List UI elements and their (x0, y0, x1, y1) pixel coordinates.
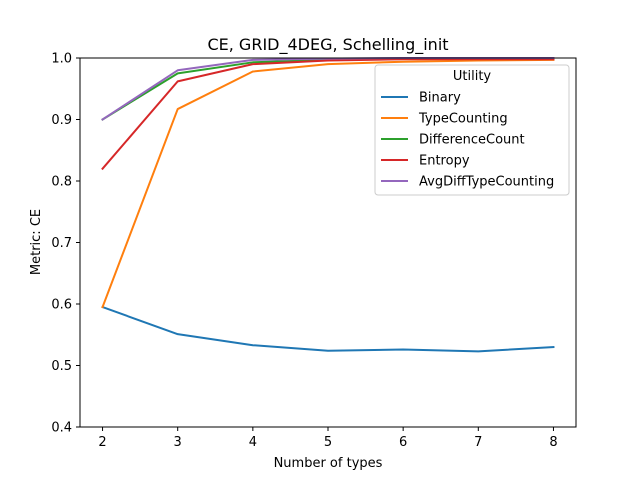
legend: Utility Binary TypeCounting DifferenceCount… (374, 64, 570, 196)
y-tick-label: 0.9 (51, 113, 72, 128)
x-tick-label: 2 (98, 435, 106, 450)
y-tick-label: 0.7 (51, 236, 72, 251)
x-tick-label: 3 (174, 435, 182, 450)
chart-title: CE, GRID_4DEG, Schelling_init (207, 35, 448, 55)
y-tick-label: 0.5 (51, 359, 72, 374)
series-line-binary (101, 305, 555, 353)
y-tick-label: 0.4 (51, 421, 72, 436)
y-axis-label: Metric: CE (29, 209, 44, 275)
series-line-typecounting (101, 58, 555, 309)
y-tick-label: 1.0 (51, 52, 72, 67)
legend-label-differencecount: DifferenceCount (419, 133, 525, 148)
x-tick-label: 4 (249, 435, 257, 450)
y-tick-label: 0.6 (51, 298, 72, 313)
x-tick-label: 8 (549, 435, 557, 450)
legend-label-entropy: Entropy (419, 154, 470, 169)
series-line-entropy (101, 58, 555, 171)
legend-label-avgdifftypecounting: AvgDiffTypeCounting (419, 175, 554, 190)
x-tick-label: 6 (399, 435, 407, 450)
x-tick-label: 7 (474, 435, 482, 450)
legend-label-typecounting: TypeCounting (418, 112, 508, 127)
legend-title: Utility (453, 69, 492, 84)
plot-area: 2 3 4 5 6 7 8 0.4 0.5 0.6 0.7 0.8 0.9 1.0 (51, 52, 577, 450)
x-tick-label: 5 (324, 435, 332, 450)
legend-box (374, 64, 570, 196)
x-axis-label: Number of types (274, 456, 383, 471)
legend-label-binary: Binary (419, 91, 461, 106)
y-tick-label: 0.8 (51, 175, 72, 190)
